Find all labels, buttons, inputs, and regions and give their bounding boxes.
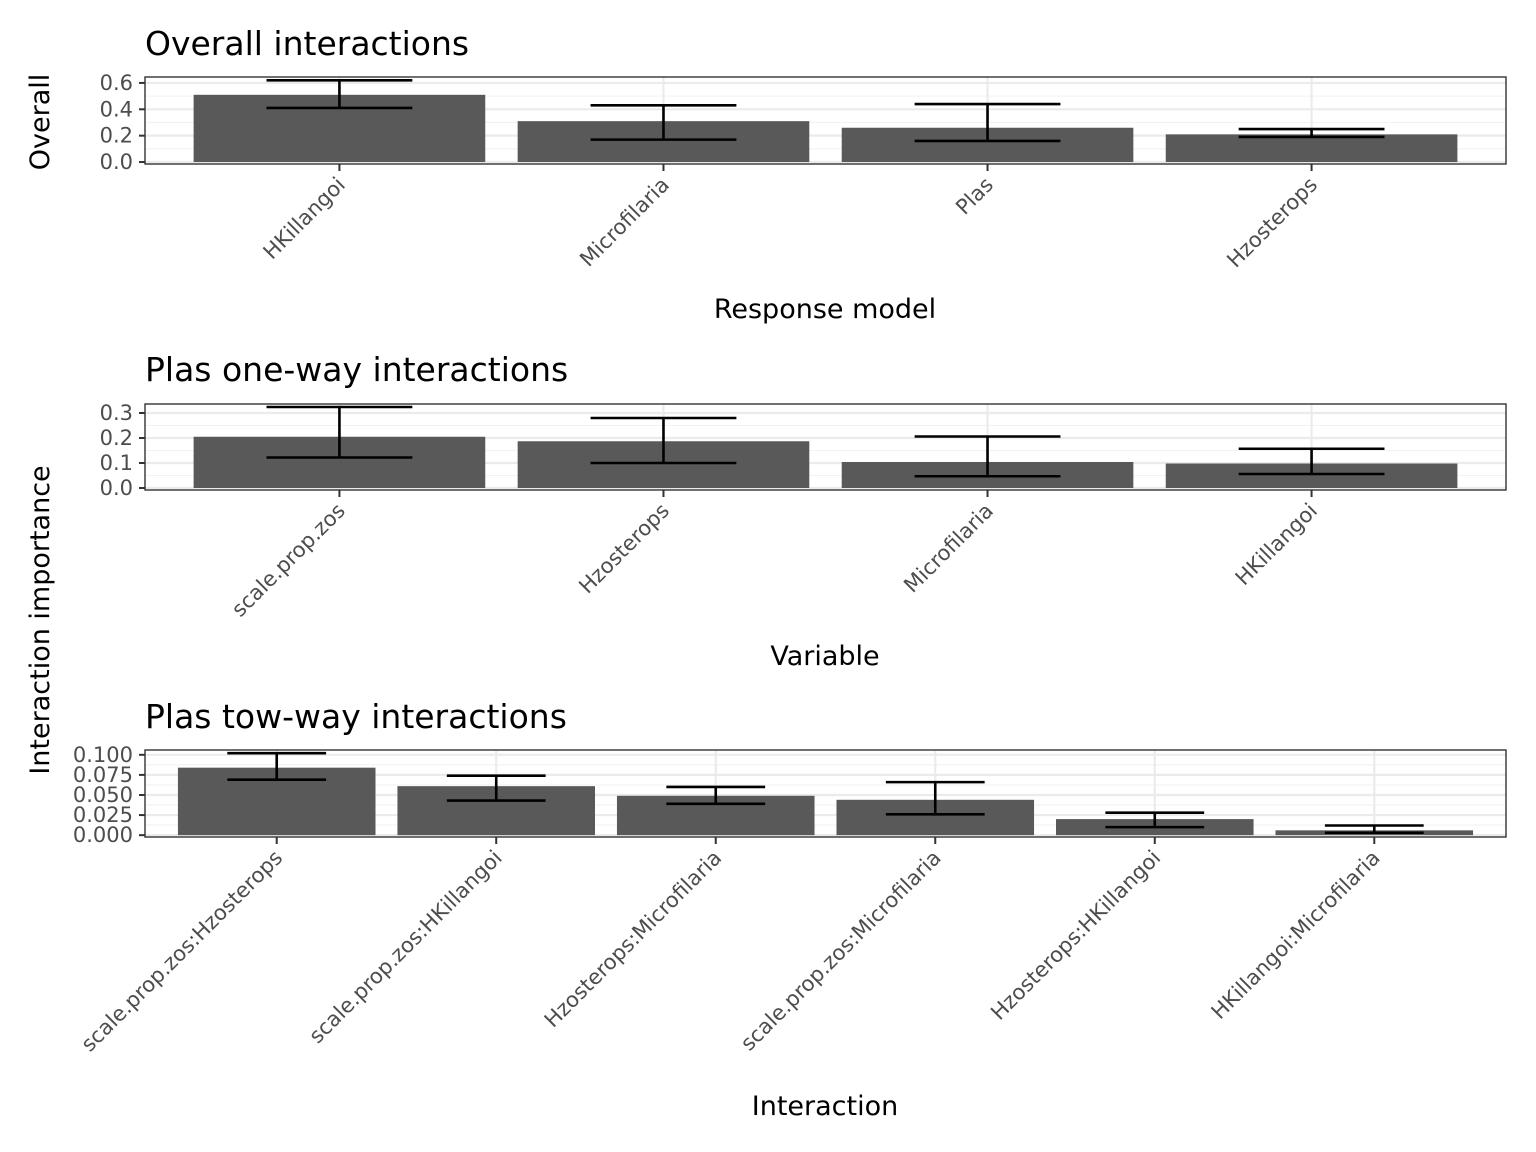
- x-axis-title: Interaction: [752, 1091, 898, 1122]
- y-axis-title: Overall: [25, 74, 56, 171]
- y-tick-label: 0.0: [100, 476, 133, 500]
- y-tick-label: 0.6: [100, 71, 133, 95]
- x-axis-title: Variable: [770, 641, 879, 672]
- shared-y-axis-title: Interaction importance: [25, 465, 56, 774]
- y-tick-label: 0.025: [73, 803, 133, 827]
- y-tick-label: 0.3: [100, 401, 133, 425]
- y-tick-label: 0.100: [73, 743, 133, 767]
- y-tick-label: 0.1: [100, 451, 133, 475]
- error-bar-Hzosterops: [1238, 127, 1385, 139]
- y-tick-label: 0.075: [73, 763, 133, 787]
- error-bar-Plas: [914, 102, 1061, 143]
- chart-title: Plas one-way interactions: [145, 350, 568, 389]
- plot-border: [144, 76, 1507, 165]
- error-bar-scale.prop.zos:Hzosterops: [227, 751, 327, 782]
- x-axis-title: Response model: [714, 294, 936, 325]
- error-bar-HKillangoi: [266, 78, 413, 110]
- y-tick-label: 0.050: [73, 783, 133, 807]
- error-bar-HKillangoi:Microfilaria: [1324, 824, 1424, 835]
- error-bar-scale.prop.zos:HKillangoi: [446, 774, 546, 802]
- chart-title: Overall interactions: [145, 24, 469, 63]
- error-bar-Microfilaria: [590, 104, 737, 141]
- chart-title: Plas tow-way interactions: [145, 697, 567, 736]
- bar-Hzosterops: [1165, 134, 1458, 163]
- error-bar-scale.prop.zos:Microfilaria: [885, 780, 985, 816]
- plot-border: [144, 403, 1507, 491]
- y-tick-label: 0.0: [100, 150, 133, 174]
- error-bar-Hzosterops:HKillangoi: [1105, 811, 1205, 829]
- y-tick-label: 0.2: [100, 124, 133, 148]
- error-bar-HKillangoi: [1238, 447, 1385, 476]
- plot-border: [144, 749, 1507, 838]
- y-tick-label: 0.2: [100, 426, 133, 450]
- error-bar-Microfilaria: [914, 435, 1061, 478]
- y-tick-label: 0.000: [73, 823, 133, 847]
- error-bar-scale.prop.zos: [266, 405, 413, 459]
- error-bar-Hzosterops:Microfilaria: [666, 785, 766, 806]
- y-tick-label: 0.4: [100, 97, 133, 121]
- error-bar-Hzosterops: [590, 416, 737, 465]
